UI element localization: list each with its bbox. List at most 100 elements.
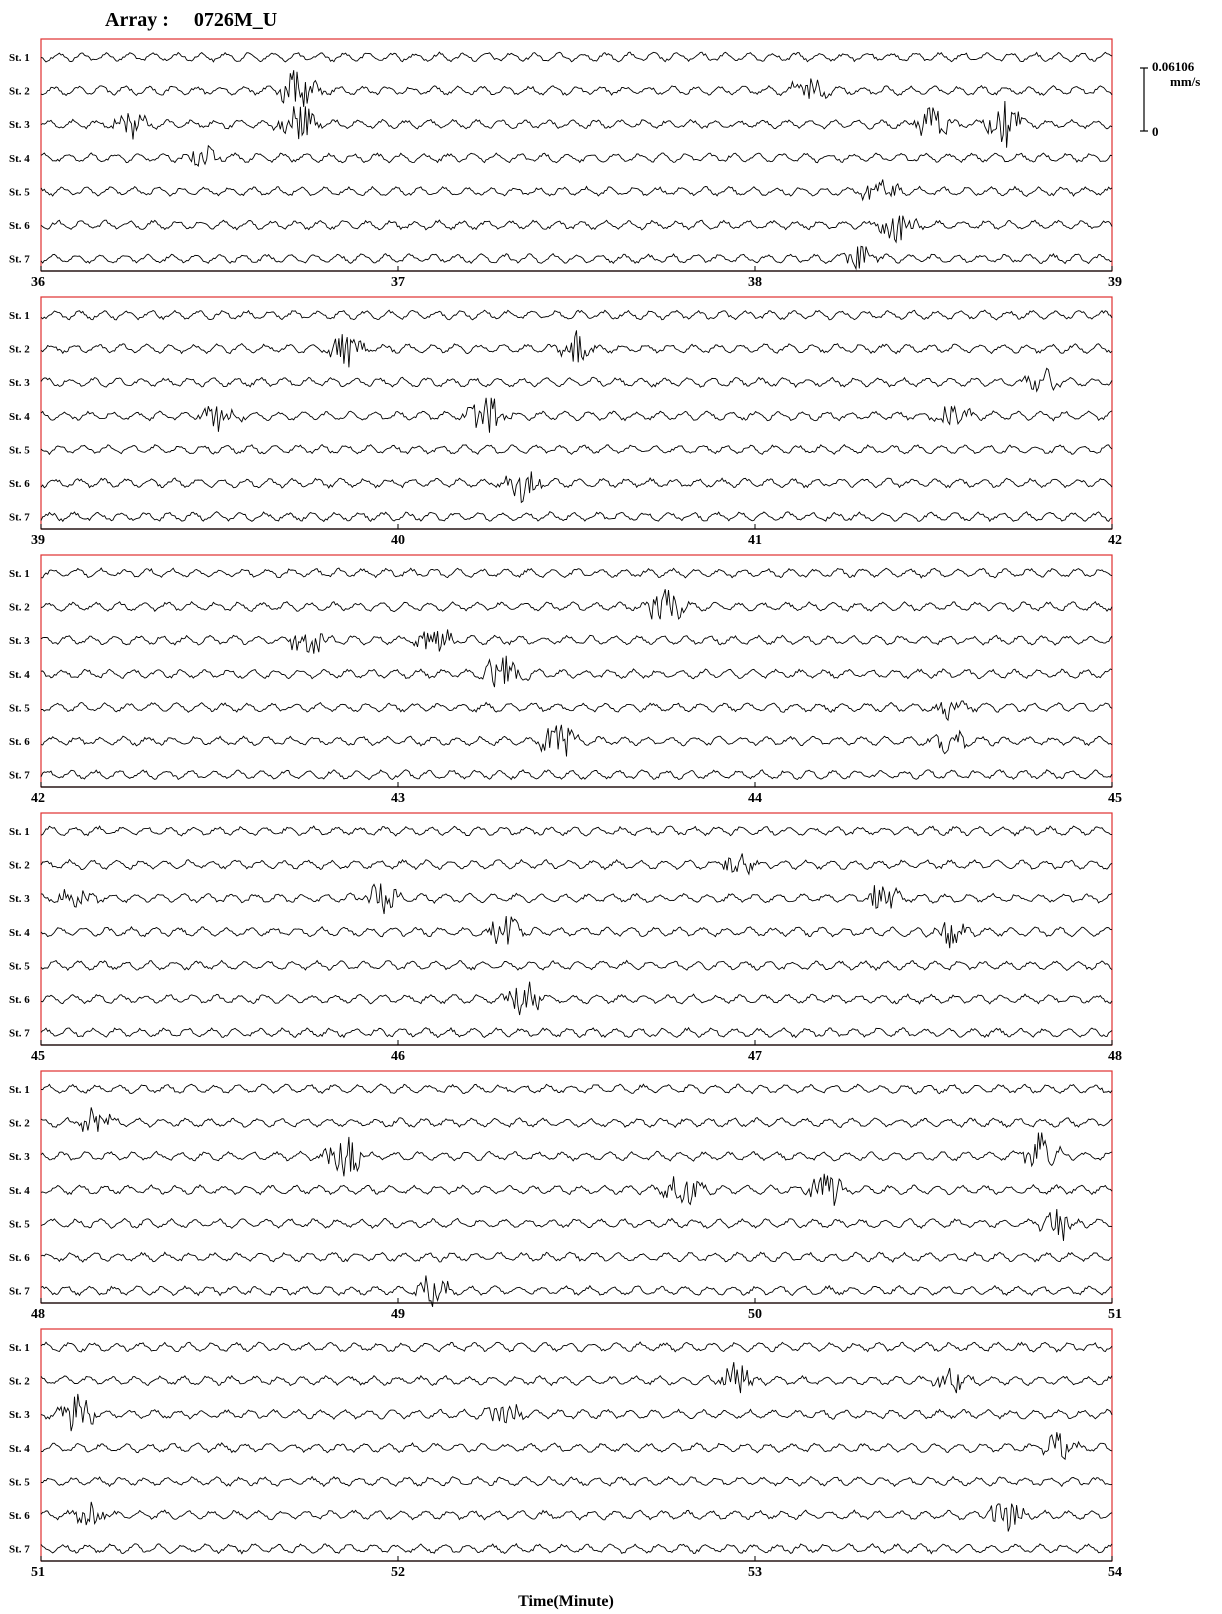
trace-station-4 (40, 915, 1113, 949)
amplitude-scale-bar: 0.06106 mm/s 0 (1140, 59, 1200, 139)
chart-title: Array : 0726M_U (105, 9, 277, 31)
tick-label: 42 (1108, 533, 1122, 548)
station-label: St. 1 (9, 1342, 30, 1354)
tick-label: 49 (391, 1307, 405, 1322)
station-label: St. 4 (9, 411, 30, 423)
trace-station-7 (40, 1026, 1113, 1039)
tick-label: 45 (31, 1049, 45, 1064)
trace-station-5 (40, 700, 1113, 722)
tick-label: 47 (748, 1049, 762, 1064)
station-label: St. 4 (9, 153, 30, 165)
trace-station-4 (40, 1173, 1113, 1206)
trace-station-1 (40, 309, 1113, 321)
station-label: St. 6 (9, 1252, 30, 1264)
tick-label: 43 (391, 791, 405, 806)
panel-3: 42 43 44 45 St. 1 St. 2 St. 3 St. 4 St. 5 St. 6 St… (9, 554, 1122, 806)
trace-station-1 (40, 51, 1113, 63)
panel-5: 48 49 50 51 St. 1 St. 2 St. 3 St. 4 St. 5 St. 6 St… (9, 1070, 1122, 1322)
station-label: St. 6 (9, 736, 30, 748)
trace-station-3 (40, 1393, 1113, 1432)
station-label: St. 2 (9, 86, 30, 98)
station-label: St. 1 (9, 52, 30, 64)
trace-station-7 (40, 769, 1113, 781)
station-label: St. 5 (9, 186, 30, 198)
trace-station-5 (40, 1208, 1113, 1241)
station-label: St. 6 (9, 478, 30, 490)
trace-station-4 (40, 1432, 1113, 1461)
station-label: St. 3 (9, 119, 30, 131)
tick-label: 39 (1108, 275, 1122, 290)
tick-label: 41 (748, 533, 762, 548)
station-label: St. 2 (9, 344, 30, 356)
station-label: St. 7 (9, 1028, 30, 1040)
trace-station-4 (40, 655, 1113, 688)
station-label: St. 4 (9, 927, 30, 939)
station-label: St. 3 (9, 1409, 30, 1421)
tick-label: 39 (31, 533, 45, 548)
station-label: St. 2 (9, 1118, 30, 1130)
scale-top-value: 0.06106 (1152, 59, 1195, 74)
panel-frame (40, 38, 1113, 272)
trace-station-4 (40, 397, 1113, 433)
trace-station-6 (40, 1251, 1113, 1263)
trace-station-6 (40, 1501, 1113, 1532)
scale-bottom-value: 0 (1152, 124, 1159, 139)
station-label: St. 3 (9, 377, 30, 389)
station-label: St. 6 (9, 220, 30, 232)
tick-label: 54 (1108, 1565, 1122, 1580)
station-label: St. 2 (9, 1376, 30, 1388)
panel-6: 51 52 53 54 St. 1 St. 2 St. 3 St. 4 St. 5 St. 6 St… (9, 1328, 1122, 1580)
trace-station-3 (40, 100, 1113, 148)
panel-frame (40, 554, 1113, 788)
trace-station-4 (40, 144, 1113, 167)
panel-2: 39 40 41 42 St. 1 St. 2 St. 3 St. 4 St. 5 St. 6 St… (9, 296, 1122, 548)
panel-1: 36 37 38 39 St. 1 St. 2 St. 3 St. 4 St. 5 St. 6 St… (9, 38, 1122, 290)
tick-label: 48 (31, 1307, 45, 1322)
trace-station-1 (40, 1083, 1113, 1095)
station-label: St. 5 (9, 702, 30, 714)
trace-station-7 (40, 1542, 1113, 1555)
trace-station-5 (40, 179, 1113, 202)
trace-station-3 (40, 367, 1113, 393)
tick-label: 37 (391, 275, 405, 290)
station-label: St. 4 (9, 669, 30, 681)
station-label: St. 7 (9, 512, 30, 524)
trace-station-5 (40, 1475, 1113, 1488)
station-label: St. 1 (9, 568, 30, 580)
trace-station-1 (40, 1341, 1113, 1353)
tick-label: 36 (31, 275, 45, 290)
tick-label: 50 (748, 1307, 762, 1322)
station-label: St. 3 (9, 893, 30, 905)
station-label: St. 7 (9, 254, 30, 266)
trace-station-2 (40, 1107, 1113, 1132)
station-label: St. 6 (9, 994, 30, 1006)
station-label: St. 1 (9, 826, 30, 838)
trace-station-7 (40, 1275, 1113, 1308)
tick-label: 48 (1108, 1049, 1122, 1064)
station-label: St. 7 (9, 1544, 30, 1556)
station-label: St. 7 (9, 1286, 30, 1298)
trace-station-2 (40, 1362, 1113, 1394)
tick-label: 53 (748, 1565, 762, 1580)
trace-station-7 (40, 511, 1113, 523)
trace-station-2 (40, 589, 1113, 620)
trace-station-6 (40, 471, 1113, 504)
scale-unit: mm/s (1170, 74, 1200, 89)
station-label: St. 2 (9, 602, 30, 614)
tick-label: 46 (391, 1049, 405, 1064)
tick-label: 45 (1108, 791, 1122, 806)
trace-station-5 (40, 443, 1113, 456)
station-label: St. 4 (9, 1185, 30, 1197)
tick-label: 51 (1108, 1307, 1122, 1322)
trace-station-5 (40, 959, 1113, 972)
trace-station-2 (40, 330, 1113, 368)
station-label: St. 5 (9, 960, 30, 972)
station-label: St. 2 (9, 860, 30, 872)
tick-label: 40 (391, 533, 405, 548)
trace-station-3 (40, 629, 1113, 654)
tick-label: 52 (391, 1565, 405, 1580)
station-label: St. 7 (9, 770, 30, 782)
tick-label: 51 (31, 1565, 45, 1580)
panels: 36 37 38 39 St. 1 St. 2 St. 3 St. 4 St. 5 St. 6 St… (9, 38, 1122, 1580)
